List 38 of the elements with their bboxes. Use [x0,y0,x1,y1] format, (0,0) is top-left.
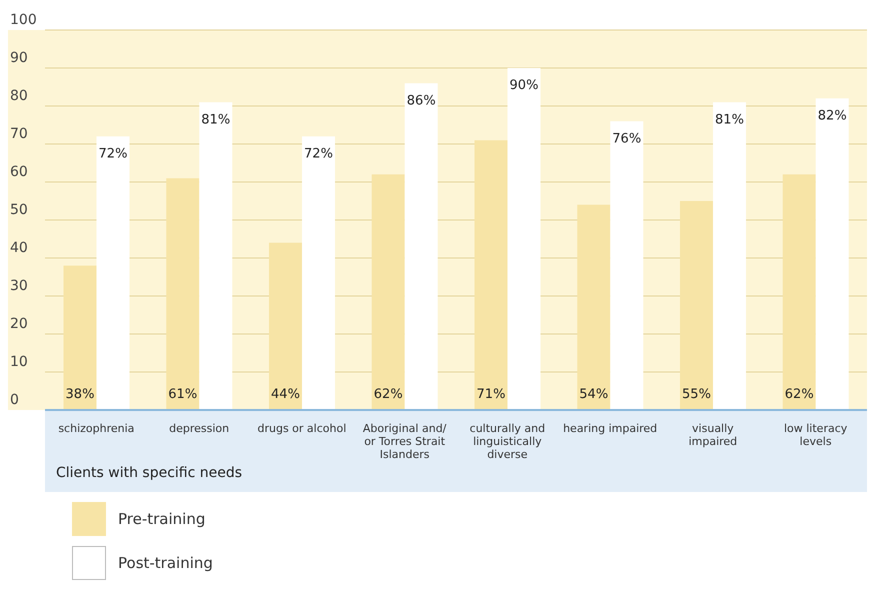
x-axis-title: Clients with specific needs [56,465,242,481]
x-tick-label: Aboriginal and/ or Torres Strait Islanders [362,422,447,461]
data-label: 44% [271,387,300,402]
y-tick-label: 90 [10,50,28,66]
y-tick-label: 10 [10,354,28,370]
data-label: 55% [682,387,711,402]
legend-label: Post-training [118,554,213,572]
x-tick-label: schizophrenia [58,422,134,435]
y-tick-label: 80 [10,88,28,104]
y-tick-label: 40 [10,240,28,256]
data-label: 76% [612,131,642,146]
data-label: 71% [476,387,506,402]
y-tick-label: 50 [10,202,28,218]
data-label: 38% [66,387,94,402]
data-label: 72% [98,146,128,162]
x-tick-label: depression [169,422,230,435]
x-tick-label: culturally and linguistically diverse [470,422,546,461]
x-tick-label: visually impaired [688,422,738,448]
y-tick-label: 0 [10,392,19,408]
x-tick-label: low literacy levels [784,422,848,448]
data-label: 81% [715,112,744,128]
y-tick-label: 60 [10,164,28,180]
legend-label: Pre-training [118,510,206,528]
data-label: 86% [406,93,436,108]
data-label: 54% [579,387,608,402]
data-label: 61% [168,387,198,402]
data-label: 72% [304,146,333,162]
data-label: 90% [510,78,538,94]
data-label: 62% [784,387,814,402]
data-label: 81% [201,112,230,128]
data-label: 82% [818,108,847,124]
y-tick-label: 30 [10,278,28,294]
data-label: 62% [374,387,403,402]
y-tick-label: 20 [10,316,28,332]
y-tick-label: 70 [10,126,28,142]
x-tick-label: drugs or alcohol [257,422,346,435]
y-tick-label: 100 [10,12,37,28]
x-tick-label: hearing impaired [563,422,658,435]
